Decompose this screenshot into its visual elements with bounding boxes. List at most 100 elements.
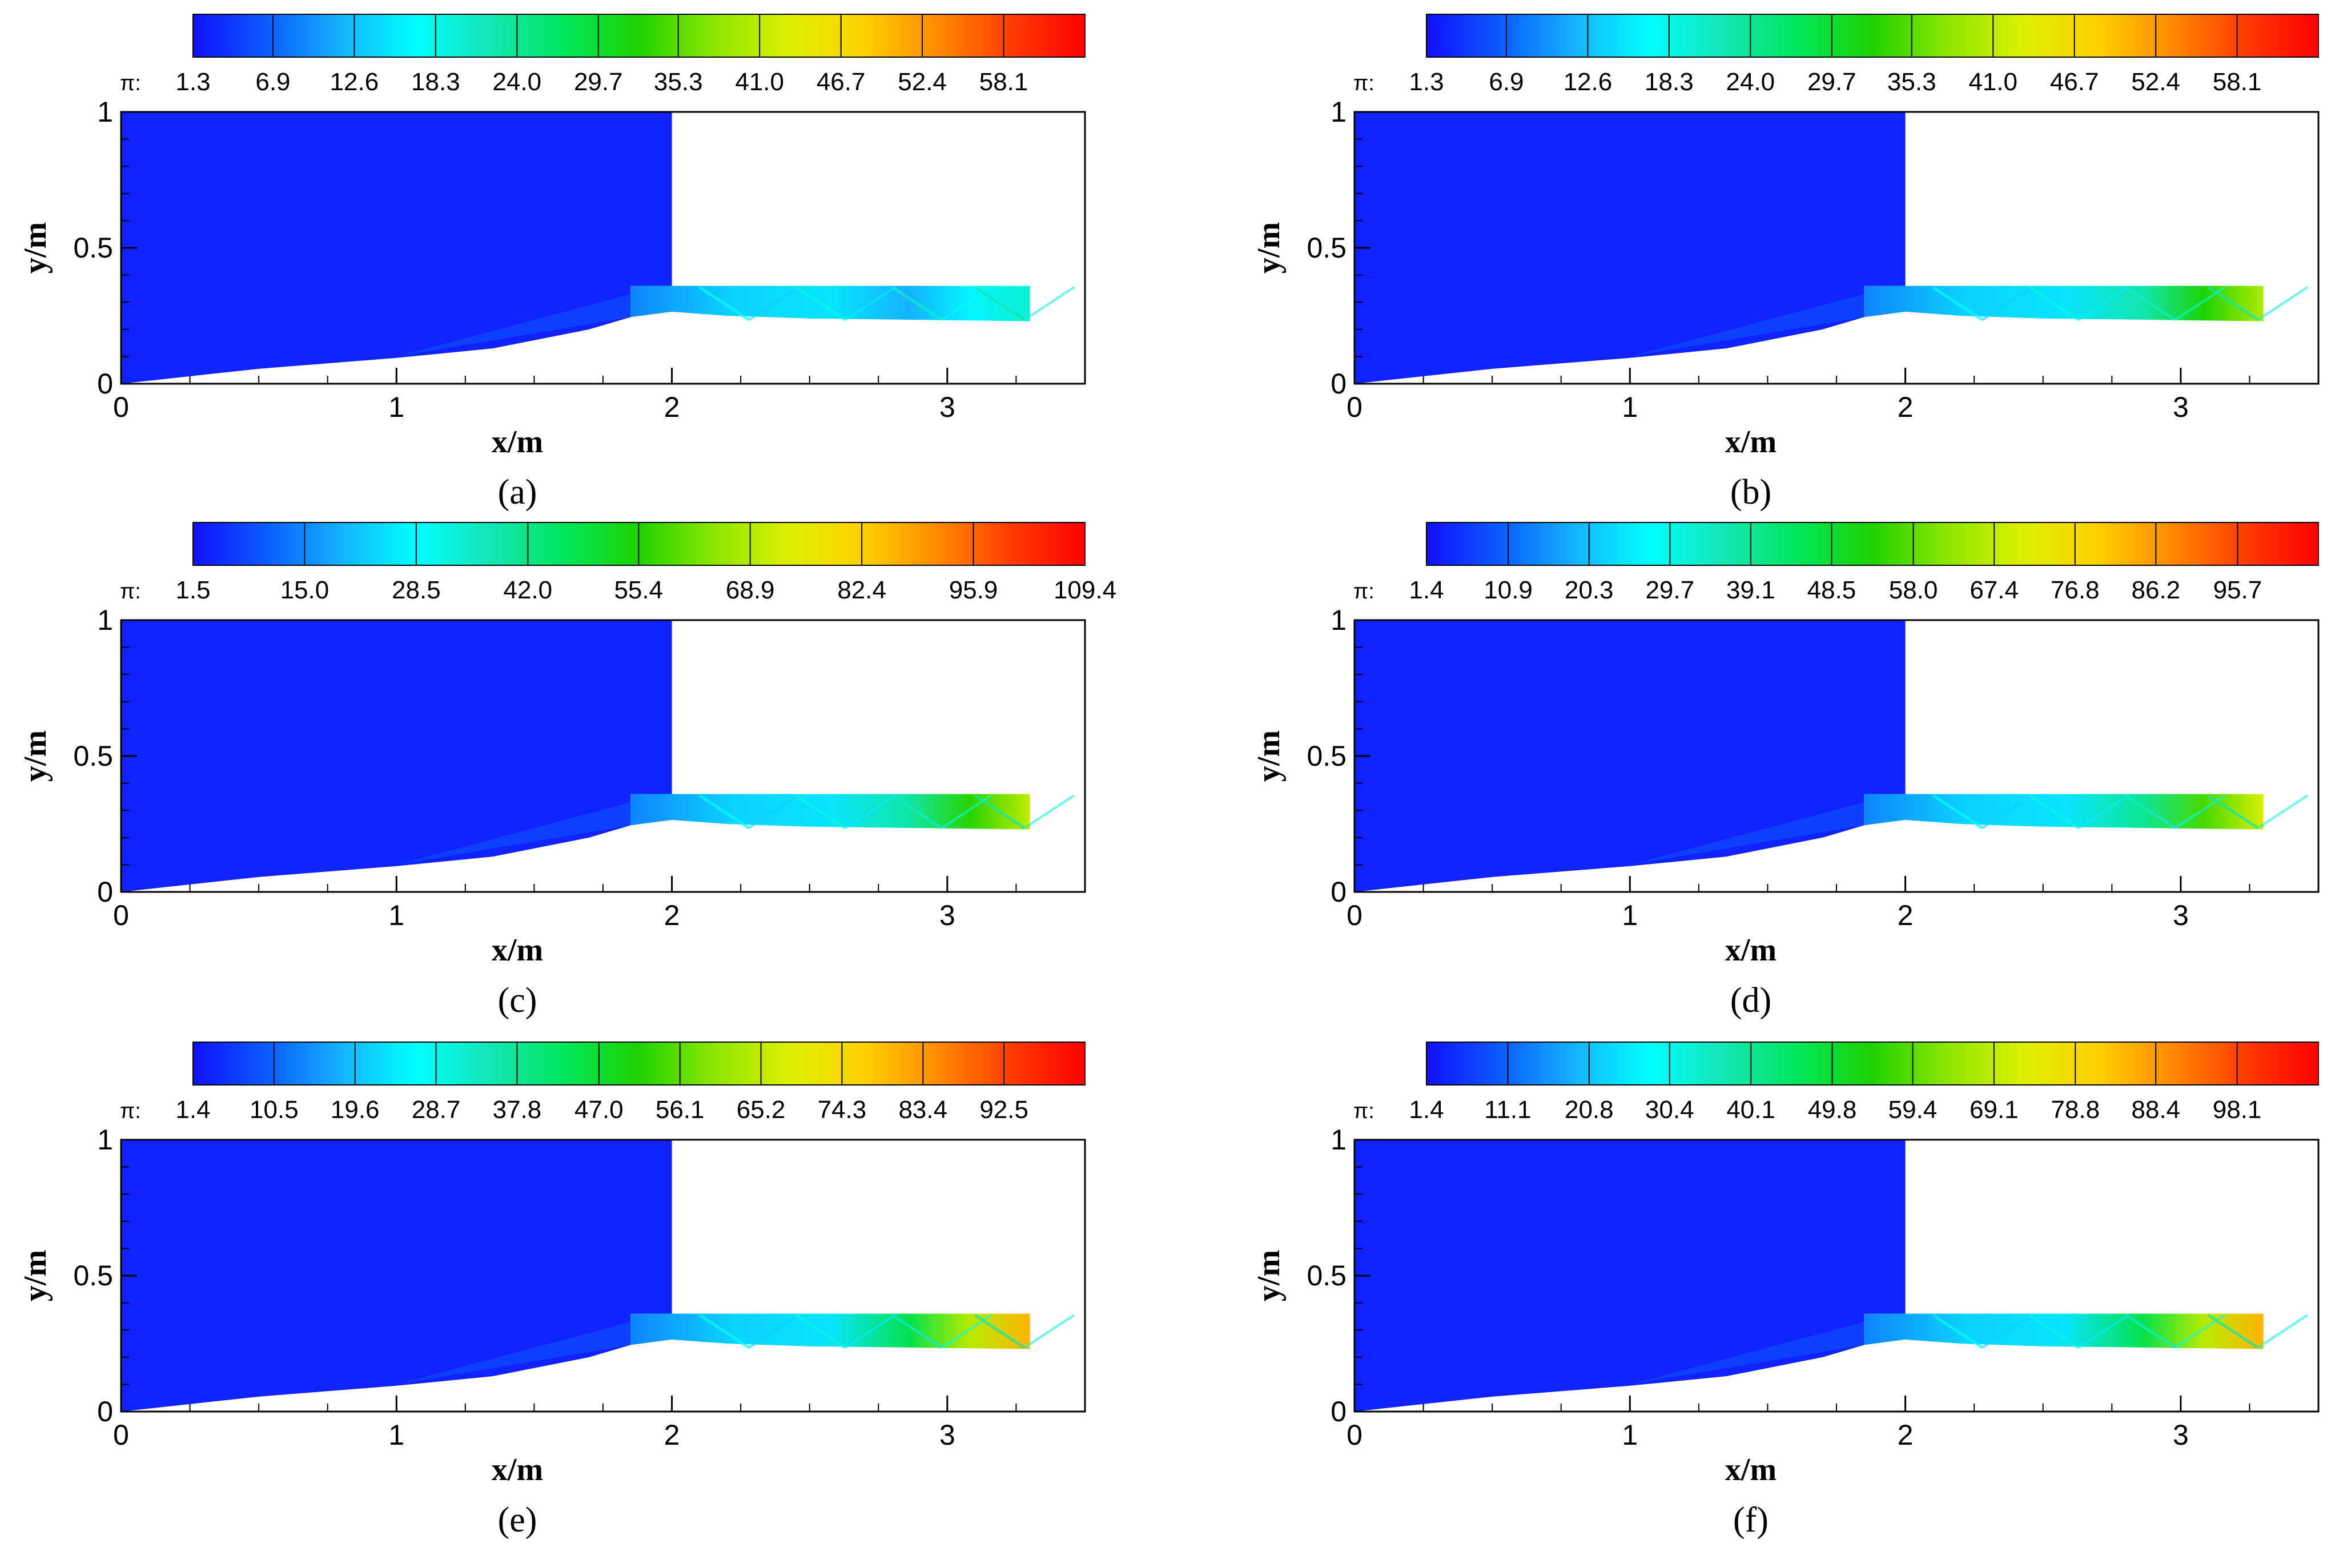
shock-streak [974, 1313, 1026, 1349]
shock-streak [1932, 286, 1983, 321]
x-tick-label: 2 [664, 391, 680, 423]
colorbar-tick-label: 65.2 [737, 1096, 786, 1124]
panel-b: π: 1.3 6.9 12.6 18.3 24.0 29.7 35.3 41.0 46.7 52.4… [1251, 14, 2320, 512]
x-tick-label: 1 [388, 391, 404, 423]
y-tick-label: 0 [97, 1396, 113, 1428]
shock-streak [698, 1313, 750, 1349]
shock-streak [891, 286, 943, 321]
shock-streak [2078, 286, 2129, 321]
colorbar-tick-label: 35.3 [654, 68, 703, 96]
shock-streak [1023, 794, 1075, 829]
colorbar-tick-label: 40.1 [1726, 1096, 1775, 1124]
shock-streak [1932, 1313, 1983, 1349]
x-tick-label: 0 [113, 1419, 129, 1451]
y-tick-label: 1 [1331, 96, 1347, 128]
shock-streak [1982, 286, 2033, 321]
compression-wedge [1630, 286, 1892, 357]
y-tick-label: 0 [1331, 368, 1347, 400]
duct-field [1864, 1313, 2264, 1349]
shock-streak [2125, 1313, 2176, 1349]
compression-wedge [396, 1313, 658, 1385]
colorbar-tick-label: 28.5 [392, 576, 441, 604]
y-tick-label: 0 [97, 876, 113, 908]
shock-streak [698, 794, 750, 830]
shock-streak [2207, 794, 2259, 830]
shock-streak [1023, 1314, 1075, 1349]
panel-f: π: 1.4 11.1 20.8 30.4 40.1 49.8 59.4 69.1 78.8 88.… [1251, 1042, 2320, 1539]
shock-streak [2207, 1313, 2259, 1349]
colorbar-tick-label: 69.1 [1970, 1096, 2019, 1124]
colorbar-tick-label: 74.3 [818, 1096, 867, 1124]
duct-field [630, 794, 1030, 830]
shock-streak [891, 794, 943, 830]
colorbar-symbol: π: [1353, 580, 1375, 604]
inflow-field [121, 112, 672, 384]
shock-streak [845, 794, 896, 829]
colorbar-symbol: π: [1353, 71, 1375, 95]
colorbar [1426, 522, 2319, 566]
colorbar-tick-label: 1.4 [175, 1096, 210, 1124]
shock-streak [2257, 1314, 2308, 1349]
colorbar-tick-label: 95.9 [949, 576, 998, 604]
x-axis-title: x/m [1725, 424, 1777, 460]
x-tick-label: 3 [2173, 1419, 2189, 1451]
panel-a: π: 1.3 6.9 12.6 18.3 24.0 29.7 35.3 41.0 46.7 52.4… [18, 14, 1086, 512]
colorbar-tick-label: 1.3 [175, 68, 210, 96]
colorbar-tick-label: 1.3 [1409, 68, 1444, 96]
duct-field [630, 1313, 1030, 1349]
panel-c: π: 1.5 15.0 28.5 42.0 55.4 68.9 82.4 95.9 109.4 0 1… [18, 522, 1116, 1020]
colorbar-tick-label: 52.4 [2131, 68, 2180, 96]
shock-streak [748, 794, 799, 829]
colorbar-tick-label: 12.6 [330, 68, 379, 96]
y-axis-title: y/m [18, 1250, 53, 1301]
y-axis-title: y/m [1251, 222, 1287, 274]
colorbar-tick-label: 49.8 [1808, 1096, 1857, 1124]
y-axis-title: y/m [18, 222, 53, 274]
compression-wedge [1630, 794, 1892, 865]
colorbar-tick-label: 46.7 [2050, 68, 2099, 96]
colorbar-tick-label: 78.8 [2051, 1096, 2100, 1124]
colorbar-tick-label: 68.9 [726, 576, 775, 604]
colorbar-tick-label: 92.5 [979, 1096, 1028, 1124]
colorbar-tick-label: 42.0 [503, 576, 552, 604]
colorbar-tick-label: 46.7 [817, 68, 866, 96]
x-tick-label: 1 [1622, 1419, 1638, 1451]
colorbar-tick-label: 58.1 [2213, 68, 2262, 96]
shock-streak [2078, 1314, 2129, 1349]
colorbar-tick-label: 86.2 [2131, 576, 2180, 604]
shock-streak [2207, 286, 2259, 321]
colorbar-tick-label: 18.3 [1645, 68, 1694, 96]
colorbar-tick-label: 98.1 [2213, 1096, 2262, 1124]
x-axis-title: x/m [492, 1452, 543, 1487]
y-axis-title: y/m [18, 730, 53, 782]
shock-streak [2028, 286, 2080, 321]
y-tick-label: 1 [97, 96, 113, 128]
inflow-field [1355, 1140, 1906, 1412]
x-tick-label: 0 [1347, 899, 1363, 931]
colorbar-tick-label: 48.5 [1807, 576, 1856, 604]
y-tick-label: 1 [97, 604, 113, 636]
colorbar-tick-label: 12.6 [1564, 68, 1613, 96]
colorbar-tick-label: 37.8 [493, 1096, 542, 1124]
panel-e: π: 1.4 10.5 19.6 28.7 37.8 47.0 56.1 65.2 74.3 83.… [18, 1042, 1086, 1539]
colorbar-tick-label: 28.7 [412, 1096, 461, 1124]
x-tick-label: 1 [1622, 391, 1638, 423]
colorbar-symbol: π: [120, 580, 141, 604]
y-tick-label: 0.5 [1307, 740, 1347, 772]
colorbar-tick-label: 1.5 [175, 576, 210, 604]
x-axis-title: x/m [1725, 1452, 1777, 1487]
x-tick-label: 2 [664, 1419, 680, 1451]
shock-streak [845, 286, 896, 321]
panel-d: π: 1.4 10.9 20.3 29.7 39.1 48.5 58.0 67.4 76.8 86.… [1251, 522, 2320, 1020]
colorbar-tick-label: 39.1 [1726, 576, 1775, 604]
y-tick-label: 1 [1331, 604, 1347, 636]
colorbar-tick-label: 10.9 [1484, 576, 1533, 604]
colorbar-tick-label: 41.0 [735, 68, 784, 96]
colorbar-tick-label: 55.4 [614, 576, 663, 604]
colorbar-symbol: π: [120, 1099, 141, 1123]
colorbar-tick-label: 41.0 [1968, 68, 2017, 96]
y-tick-label: 0.5 [1307, 232, 1347, 264]
x-tick-label: 3 [939, 391, 955, 423]
shock-streak [2028, 1313, 2080, 1349]
